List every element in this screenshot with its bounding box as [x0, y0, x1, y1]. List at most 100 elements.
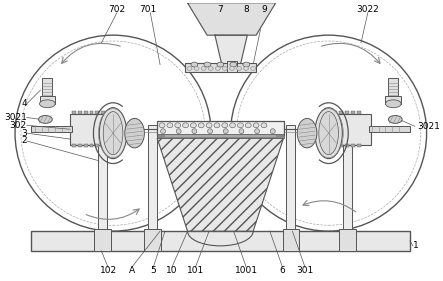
Text: 701: 701 [140, 5, 157, 14]
Bar [84, 144, 88, 147]
Ellipse shape [159, 123, 165, 128]
Polygon shape [157, 138, 284, 231]
Ellipse shape [253, 123, 259, 128]
Bar [107, 144, 111, 147]
Ellipse shape [244, 67, 249, 71]
Ellipse shape [204, 62, 211, 67]
Bar [389, 78, 398, 96]
Ellipse shape [183, 123, 189, 128]
Bar [345, 144, 349, 147]
Ellipse shape [217, 62, 224, 67]
Bar [339, 144, 343, 147]
Bar [322, 111, 326, 114]
Bar [78, 111, 82, 114]
Text: 10: 10 [166, 266, 178, 275]
Ellipse shape [229, 123, 236, 128]
Bar [157, 134, 284, 138]
Ellipse shape [223, 129, 228, 134]
Circle shape [15, 35, 211, 231]
Ellipse shape [261, 123, 267, 128]
Polygon shape [215, 35, 247, 65]
Ellipse shape [319, 112, 338, 155]
Ellipse shape [208, 67, 213, 71]
Ellipse shape [270, 129, 275, 134]
Ellipse shape [198, 123, 204, 128]
Bar [31, 231, 410, 251]
Text: 3021: 3021 [417, 122, 440, 131]
Bar [144, 229, 161, 251]
Text: 2: 2 [21, 137, 27, 146]
Bar [283, 229, 299, 251]
Bar [72, 111, 76, 114]
Ellipse shape [201, 67, 206, 71]
Ellipse shape [187, 67, 192, 71]
Ellipse shape [237, 67, 241, 71]
Bar [148, 125, 157, 231]
Bar [320, 114, 371, 145]
Bar [351, 144, 355, 147]
Ellipse shape [215, 67, 220, 71]
Ellipse shape [194, 67, 199, 71]
Text: 1001: 1001 [235, 266, 258, 275]
Text: 9: 9 [261, 5, 267, 14]
Bar [165, 135, 276, 137]
Bar [31, 126, 72, 132]
Bar [357, 144, 361, 147]
Bar [89, 144, 93, 147]
Text: 3021: 3021 [4, 113, 27, 122]
Bar [334, 144, 338, 147]
Ellipse shape [103, 112, 123, 155]
Text: 8: 8 [244, 5, 249, 14]
Text: 702: 702 [109, 5, 125, 14]
Ellipse shape [190, 123, 196, 128]
Bar [39, 96, 55, 104]
Bar [157, 121, 284, 135]
Ellipse shape [208, 129, 213, 134]
Bar [185, 63, 256, 72]
Bar [287, 125, 295, 231]
Bar [107, 111, 111, 114]
Bar [339, 229, 356, 251]
Text: 7: 7 [217, 5, 223, 14]
Text: 102: 102 [100, 266, 117, 275]
Ellipse shape [99, 108, 127, 159]
Ellipse shape [39, 115, 52, 123]
Bar [227, 61, 237, 72]
Bar [334, 111, 338, 114]
Ellipse shape [230, 62, 237, 67]
Text: 101: 101 [187, 266, 204, 275]
Ellipse shape [389, 115, 402, 123]
Bar [95, 111, 99, 114]
Ellipse shape [39, 100, 55, 108]
Bar [78, 144, 82, 147]
Text: 3: 3 [21, 129, 27, 138]
Bar [101, 111, 105, 114]
Bar [385, 96, 401, 104]
Bar [345, 111, 349, 114]
Bar [70, 114, 121, 145]
Ellipse shape [160, 129, 166, 134]
Ellipse shape [251, 67, 256, 71]
Ellipse shape [175, 123, 181, 128]
Bar [328, 144, 331, 147]
Text: 3022: 3022 [357, 5, 379, 14]
Bar [89, 111, 93, 114]
Circle shape [231, 35, 427, 231]
Text: 4: 4 [21, 99, 27, 108]
Bar [322, 144, 326, 147]
Text: A: A [128, 266, 135, 275]
Ellipse shape [125, 119, 144, 148]
Polygon shape [187, 3, 276, 35]
Ellipse shape [191, 62, 198, 67]
Bar [328, 111, 331, 114]
Ellipse shape [176, 129, 181, 134]
Ellipse shape [297, 119, 317, 148]
Ellipse shape [237, 123, 243, 128]
Ellipse shape [245, 123, 251, 128]
Text: 301: 301 [296, 266, 314, 275]
Bar [351, 111, 355, 114]
Text: 1: 1 [413, 241, 419, 250]
Text: 5: 5 [150, 266, 156, 275]
Ellipse shape [385, 100, 401, 108]
Text: 302: 302 [10, 121, 27, 130]
